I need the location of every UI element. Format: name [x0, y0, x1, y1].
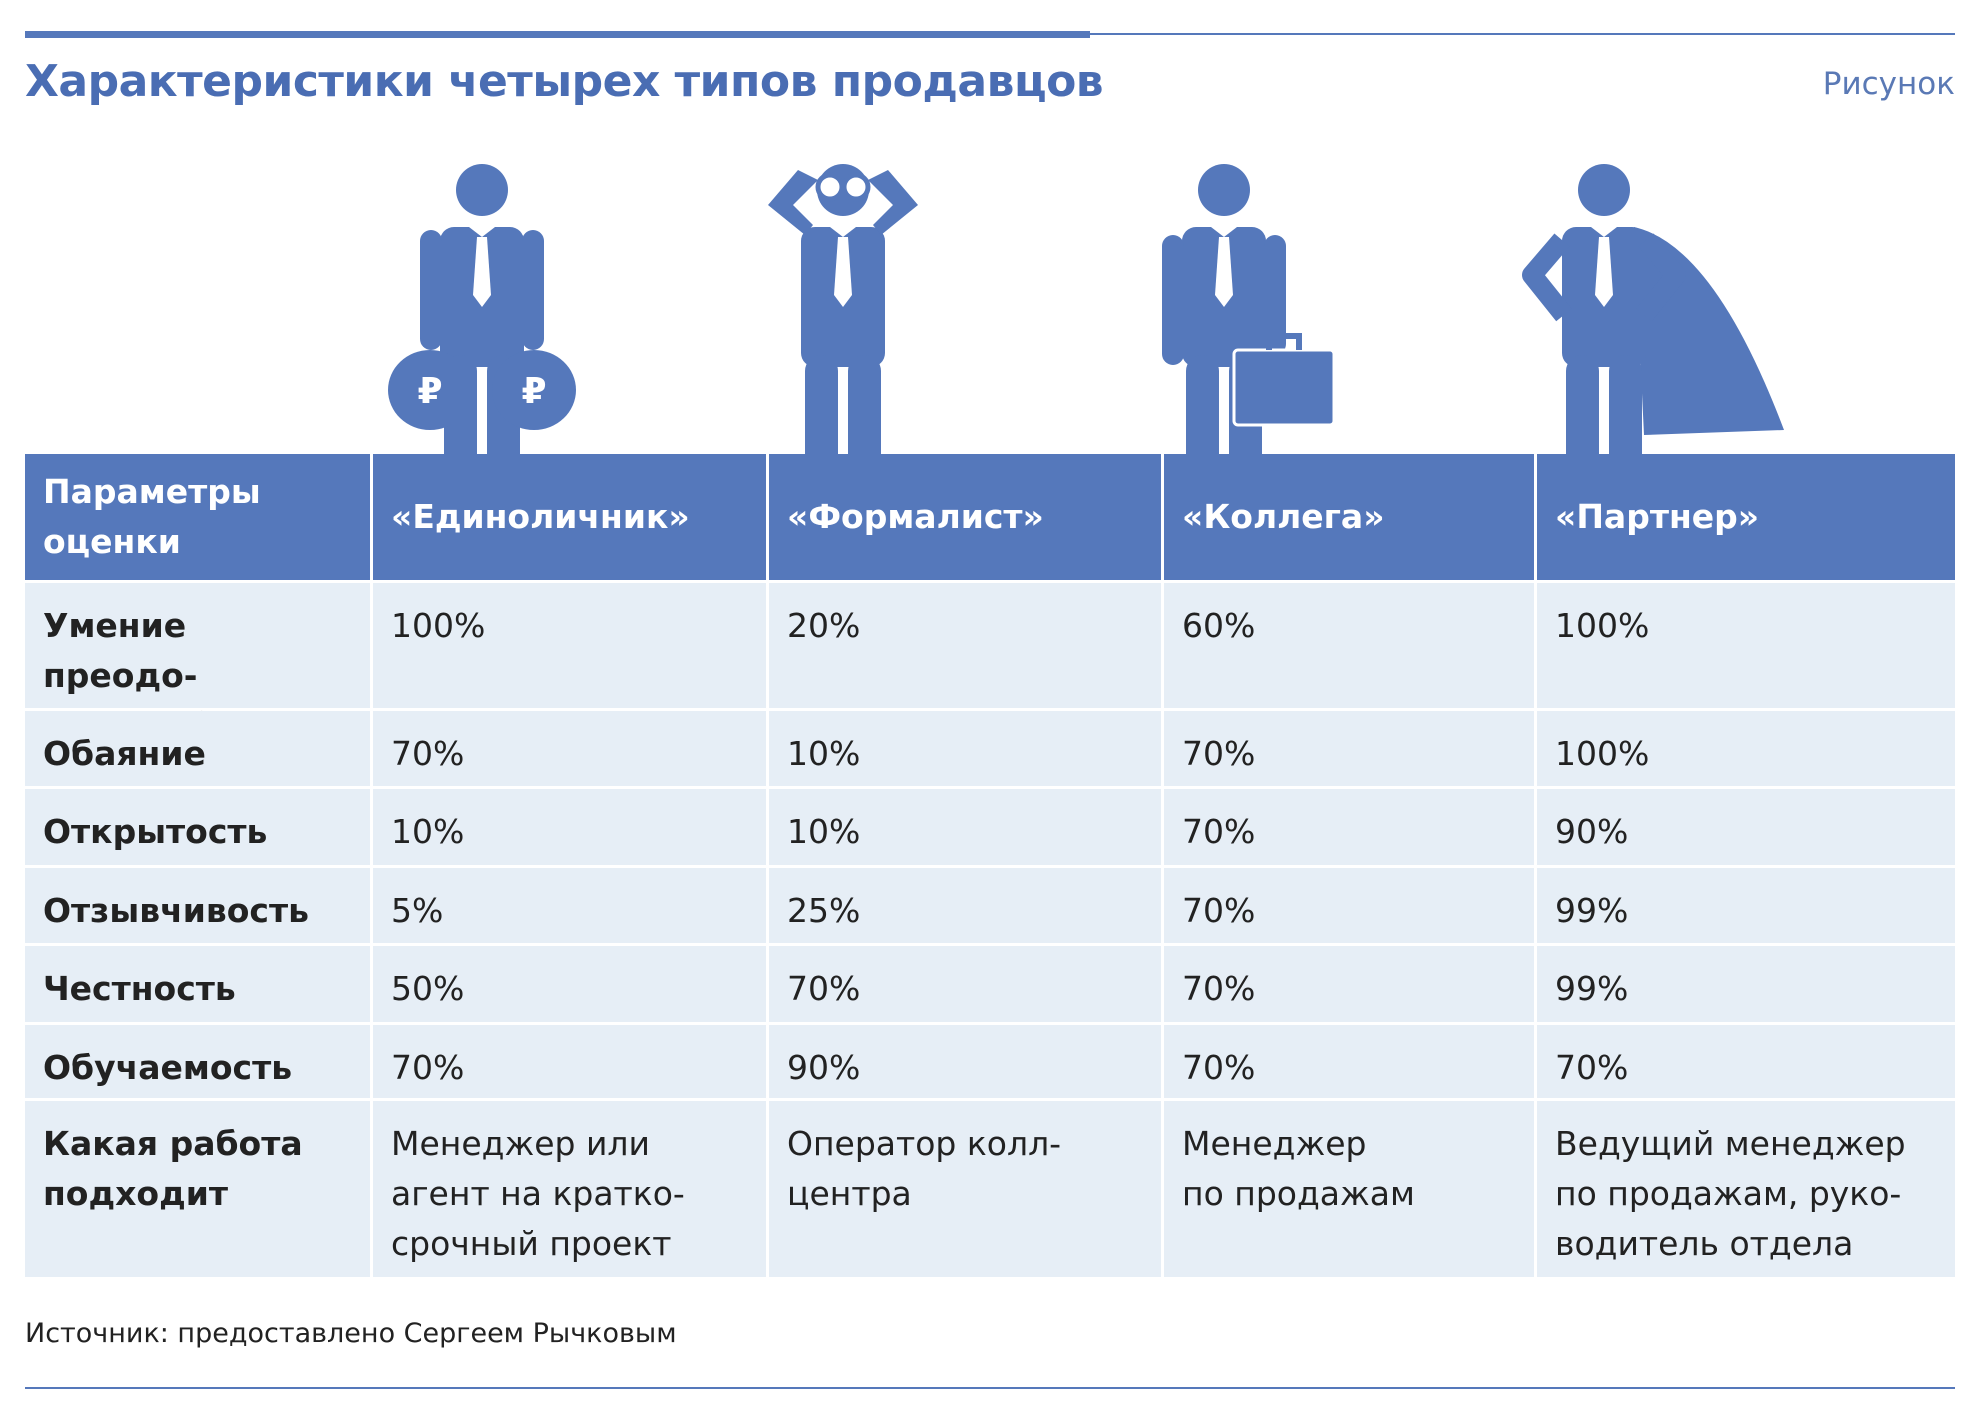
- header-cell: «Единоличник»: [373, 454, 766, 580]
- table-cell: 20%: [769, 583, 1161, 708]
- table-cell: 70%: [1164, 946, 1534, 1022]
- row-label: Открытость: [25, 789, 370, 865]
- table-cell: 70%: [1164, 711, 1534, 786]
- table-cell: 25%: [769, 868, 1161, 943]
- table-cell: 70%: [373, 711, 766, 786]
- row-label: Отзывчивость: [25, 868, 370, 943]
- table-cell: 99%: [1537, 868, 1955, 943]
- svg-text:₽: ₽: [417, 371, 442, 412]
- figure-loner: ₽ ₽: [388, 164, 576, 500]
- table-cell: 70%: [1537, 1025, 1955, 1098]
- figure-colleague: [1162, 164, 1336, 500]
- table-cell: 10%: [769, 789, 1161, 865]
- header-cell: «Коллега»: [1164, 454, 1534, 580]
- table-cell: Ведущий менеджер по продажам, руко- води…: [1537, 1101, 1955, 1277]
- title: Характеристики четырех типов продавцов: [25, 56, 1104, 107]
- table-cell: 100%: [373, 583, 766, 708]
- table-cell: 90%: [769, 1025, 1161, 1098]
- source: Источник: предоставлено Сергеем Рычковым: [25, 1318, 677, 1349]
- row-label: Умение преодо- левать барьеры: [25, 583, 370, 745]
- table-cell: Менеджер или агент на кратко- срочный пр…: [373, 1101, 766, 1277]
- table-cell: 70%: [769, 946, 1161, 1022]
- table-cell: 70%: [1164, 789, 1534, 865]
- table-cell: Менеджер по продажам: [1164, 1101, 1534, 1277]
- figure-partner: [1522, 164, 1784, 500]
- row-label: Обаяние: [25, 711, 370, 786]
- table-cell: 100%: [1537, 583, 1955, 708]
- table-cell: 70%: [1164, 1025, 1534, 1098]
- svg-text:₽: ₽: [521, 371, 546, 412]
- table-cell: 99%: [1537, 946, 1955, 1022]
- figure-label: Рисунок: [1822, 66, 1955, 102]
- header-cell: «Партнер»: [1537, 454, 1955, 580]
- row-label: Обучаемость: [25, 1025, 370, 1098]
- table-cell: 60%: [1164, 583, 1534, 708]
- top-bar: [25, 31, 1090, 38]
- table-cell: 10%: [769, 711, 1161, 786]
- row-label: Какая работа подходит: [25, 1101, 370, 1277]
- figure-formalist: [768, 164, 918, 500]
- table-cell: 50%: [373, 946, 766, 1022]
- table-cell: 90%: [1537, 789, 1955, 865]
- table-cell: Оператор колл- центра: [769, 1101, 1161, 1277]
- header-cell: «Формалист»: [769, 454, 1161, 580]
- header-cell: Параметры оценки: [25, 454, 370, 580]
- table-cell: 5%: [373, 868, 766, 943]
- table-cell: 10%: [373, 789, 766, 865]
- table-cell: 70%: [1164, 868, 1534, 943]
- table-cell: 100%: [1537, 711, 1955, 786]
- row-label: Честность: [25, 946, 370, 1022]
- table-cell: 70%: [373, 1025, 766, 1098]
